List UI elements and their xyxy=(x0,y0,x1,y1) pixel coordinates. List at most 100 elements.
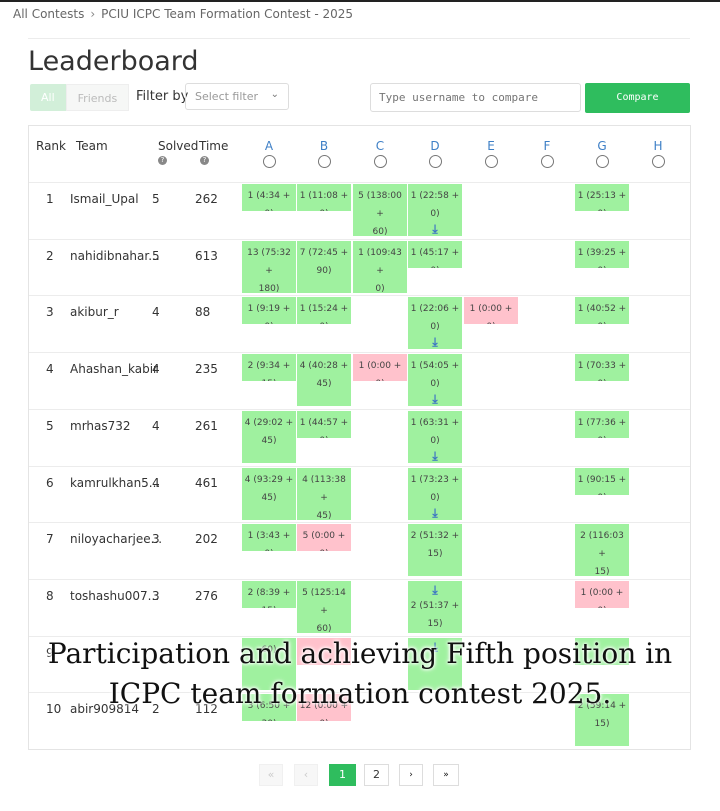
submission-cell[interactable]: 7 (72:45 + 90) xyxy=(297,241,351,293)
submission-cell[interactable]: 1 (0:00 + 0) xyxy=(464,297,518,324)
problem-c-radio[interactable] xyxy=(374,155,387,168)
submission-cell[interactable]: 4 (93:29 + 45) xyxy=(242,468,296,520)
pagination-first-button[interactable]: « xyxy=(259,764,283,786)
submission-cell[interactable]: 1 (39:25 + 0) xyxy=(575,241,629,268)
submission-cell[interactable] xyxy=(575,638,629,665)
submission-cell[interactable]: 1 (11:08 + 0) xyxy=(297,184,351,211)
download-icon[interactable]: ⤓ xyxy=(432,335,438,349)
problem-c-header[interactable]: C xyxy=(375,139,385,153)
pagination-prev-button[interactable]: ‹ xyxy=(294,764,318,786)
question-circle-icon[interactable]: ? xyxy=(158,156,167,165)
submission-cell[interactable]: 2 (9:34 + 15) xyxy=(242,354,296,381)
submission-cell[interactable]: 1 (0:00 + 0) xyxy=(353,354,407,381)
cell-result-penalty: 0) xyxy=(375,284,385,293)
problem-d-radio[interactable] xyxy=(429,155,442,168)
submission-cell[interactable]: 1 (4:34 + 0) xyxy=(242,184,296,211)
download-icon[interactable]: ⤓ xyxy=(432,506,438,520)
submission-cell[interactable]: 5 (0:00 + 0) xyxy=(297,524,351,551)
cell-result-text: 1 (70:33 + 0) xyxy=(577,361,627,381)
problem-a-radio[interactable] xyxy=(263,155,276,168)
submission-cell[interactable]: 1 (15:24 + 0) xyxy=(297,297,351,324)
view-friends-button[interactable]: Friends xyxy=(65,84,130,111)
problem-e-header[interactable]: E xyxy=(487,139,495,153)
submission-cell[interactable]: 13 (75:32 + 180) xyxy=(242,241,296,293)
row-team[interactable]: akibur_r xyxy=(70,305,119,319)
row-team[interactable]: Ahashan_kabir xyxy=(70,362,158,376)
submission-cell[interactable]: 60) xyxy=(242,638,296,690)
pagination-last-button[interactable]: » xyxy=(433,764,459,786)
problem-d-header[interactable]: D xyxy=(430,139,440,153)
submission-cell[interactable]: 1 (0:00 + 0) xyxy=(575,581,629,608)
problem-h-radio[interactable] xyxy=(652,155,665,168)
submission-cell[interactable]: 2 (51:32 + 15) xyxy=(408,524,462,576)
problem-b-header[interactable]: B xyxy=(319,139,329,153)
cell-result-penalty: 180) xyxy=(258,284,280,293)
view-all-button[interactable]: All xyxy=(30,84,66,111)
submission-cell[interactable]: 1 (73:23 + 0) ⤓ xyxy=(408,468,462,520)
breadcrumb-current-contest[interactable]: PCIU ICPC Team Formation Contest - 2025 xyxy=(101,7,354,21)
problem-h-header[interactable]: H xyxy=(653,139,663,153)
submission-cell[interactable]: 4 (113:38 + 45) xyxy=(297,468,351,520)
submission-cell[interactable]: 12 (0:00 + 0) xyxy=(297,694,351,721)
submission-cell[interactable]: 1 (90:15 + 0) xyxy=(575,468,629,495)
breadcrumb-all-contests-link[interactable]: All Contests xyxy=(13,7,85,21)
submission-cell[interactable] xyxy=(297,638,351,665)
pagination-page-1[interactable]: 1 xyxy=(329,764,356,786)
submission-cell[interactable]: 2 (116:03 + 15) xyxy=(575,524,629,576)
submission-cell[interactable]: 1 (22:58 + 0) ⤓ xyxy=(408,184,462,236)
compare-username-input[interactable] xyxy=(370,83,581,112)
submission-cell[interactable]: 1 (22:06 + 0) ⤓ xyxy=(408,297,462,349)
download-icon[interactable]: ⤓ xyxy=(432,583,438,597)
submission-cell[interactable]: 5 (125:14 + 60) xyxy=(297,581,351,633)
cell-result-text: 1 (39:25 + 0) xyxy=(577,248,627,268)
submission-cell[interactable]: 2 (8:39 + 15) xyxy=(242,581,296,608)
row-team[interactable]: toshashu007... xyxy=(70,589,160,603)
problem-b-radio[interactable] xyxy=(318,155,331,168)
problem-g-radio[interactable] xyxy=(596,155,609,168)
compare-button[interactable]: Compare xyxy=(585,83,690,113)
submission-cell[interactable]: 1 (3:43 + 0) xyxy=(242,524,296,551)
submission-cell[interactable]: 1 (77:36 + 0) xyxy=(575,411,629,438)
download-icon[interactable]: ⤓ xyxy=(432,449,438,463)
download-icon[interactable]: ⤓ xyxy=(432,222,438,236)
pagination-next-button[interactable]: › xyxy=(399,764,423,786)
submission-cell[interactable]: 1 (45:17 + 0) xyxy=(408,241,462,268)
row-time: 262 xyxy=(195,192,218,206)
problem-e-radio[interactable] xyxy=(485,155,498,168)
row-team[interactable]: nahidibnahar... xyxy=(70,249,160,263)
submission-cell[interactable]: 1 (40:52 + 0) xyxy=(575,297,629,324)
row-team[interactable]: abir909814 xyxy=(70,702,140,716)
submission-cell[interactable]: ⤓ xyxy=(408,638,462,690)
pagination-page-2[interactable]: 2 xyxy=(364,764,389,786)
question-circle-icon[interactable]: ? xyxy=(200,156,209,165)
cell-result-text: 2 (59:14 + xyxy=(577,701,627,711)
submission-cell[interactable]: 1 (25:13 + 0) xyxy=(575,184,629,211)
submission-cell[interactable]: 1 (54:05 + 0) ⤓ xyxy=(408,354,462,406)
cell-result-text: 4 (93:29 + xyxy=(244,475,294,485)
submission-cell[interactable]: 5 (138:00 + 60) xyxy=(353,184,407,236)
download-icon[interactable]: ⤓ xyxy=(432,392,438,406)
submission-cell[interactable]: 1 (63:31 + 0) ⤓ xyxy=(408,411,462,463)
download-icon[interactable]: ⤓ xyxy=(432,640,438,654)
row-team[interactable]: mrhas732 xyxy=(70,419,131,433)
submission-cell[interactable]: 4 (29:02 + 45) xyxy=(242,411,296,463)
cell-result-text: 1 (0:00 + 0) xyxy=(580,588,624,608)
submission-cell[interactable]: 2 (59:14 + 15) xyxy=(575,694,629,746)
submission-cell[interactable]: 1 (9:19 + 0) xyxy=(242,297,296,324)
problem-g-header[interactable]: G xyxy=(597,139,607,153)
row-team[interactable]: kamrulkhan5... xyxy=(70,476,161,490)
row-team[interactable]: Ismail_Upal xyxy=(70,192,139,206)
submission-cell[interactable]: 1 (109:43 + 0) xyxy=(353,241,407,293)
cell-result-penalty: 15) xyxy=(594,567,610,576)
problem-a-header[interactable]: A xyxy=(264,139,274,153)
submission-cell[interactable]: 4 (40:28 + 45) xyxy=(297,354,351,406)
submission-cell[interactable]: ⤓ 2 (51:37 + 15) xyxy=(408,581,462,633)
problem-f-header[interactable]: F xyxy=(543,139,551,153)
submission-cell[interactable]: 3 (6:50 + 30) xyxy=(242,694,296,721)
filter-select[interactable]: Select filter ⌄ xyxy=(185,83,289,110)
submission-cell[interactable]: 1 (70:33 + 0) xyxy=(575,354,629,381)
submission-cell[interactable]: 1 (44:57 + 0) xyxy=(297,411,351,438)
problem-f-radio[interactable] xyxy=(541,155,554,168)
row-team[interactable]: niloyacharjee... xyxy=(70,532,163,546)
top-bar: All Contests › PCIU ICPC Team Formation Co… xyxy=(0,0,720,30)
